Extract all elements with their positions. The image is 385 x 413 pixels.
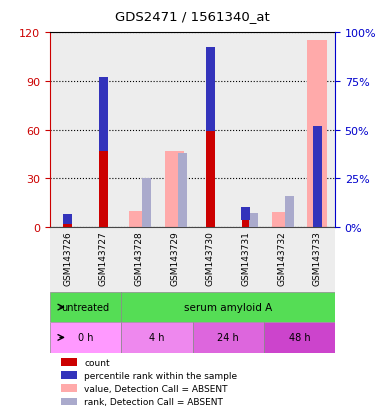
Bar [50,292,121,323]
Text: GSM143730: GSM143730 [206,231,215,285]
Bar [50,33,85,228]
Text: GDS2471 / 1561340_at: GDS2471 / 1561340_at [115,10,270,23]
Bar [300,228,335,292]
Text: count: count [84,358,110,367]
Bar [264,228,300,292]
Text: GSM143729: GSM143729 [170,231,179,285]
Bar [241,221,250,228]
Bar [50,323,121,353]
Bar [192,228,228,292]
Bar [192,33,228,228]
Bar [313,126,321,228]
Bar [307,41,327,228]
Bar [142,179,151,228]
Bar [206,48,215,132]
Text: 24 h: 24 h [217,332,239,342]
Bar [62,358,77,366]
Text: GSM143728: GSM143728 [135,231,144,285]
Bar [285,196,294,228]
Bar [192,323,264,353]
Text: GSM143726: GSM143726 [64,231,72,285]
Bar [264,33,300,228]
Bar [300,33,335,228]
Bar [264,323,335,353]
Bar [121,228,157,292]
Bar [64,224,72,228]
Bar [99,151,108,228]
Bar [50,228,85,292]
Bar [85,228,121,292]
Bar [85,33,121,228]
Bar [178,154,187,228]
Bar [62,384,77,392]
Text: serum amyloid A: serum amyloid A [184,302,272,312]
Bar [228,33,264,228]
Bar [62,398,77,406]
Bar [241,207,250,221]
Bar [206,132,215,228]
Text: GSM143733: GSM143733 [313,231,321,285]
Bar [121,292,335,323]
Bar [165,151,184,228]
Bar [64,214,72,224]
Text: percentile rank within the sample: percentile rank within the sample [84,371,238,380]
Bar [157,228,192,292]
Text: GSM143732: GSM143732 [277,231,286,285]
Bar [121,323,192,353]
Text: 48 h: 48 h [288,332,310,342]
Text: 4 h: 4 h [149,332,165,342]
Bar [62,371,77,379]
Text: untreated: untreated [62,302,110,312]
Bar [99,77,108,151]
Text: rank, Detection Call = ABSENT: rank, Detection Call = ABSENT [84,397,223,406]
Bar [249,214,258,228]
Bar [157,33,192,228]
Text: value, Detection Call = ABSENT: value, Detection Call = ABSENT [84,384,228,393]
Bar [129,211,149,228]
Bar [121,33,157,228]
Bar [272,213,291,228]
Bar [228,228,264,292]
Text: 0 h: 0 h [78,332,94,342]
Text: GSM143731: GSM143731 [241,231,250,285]
Text: GSM143727: GSM143727 [99,231,108,285]
